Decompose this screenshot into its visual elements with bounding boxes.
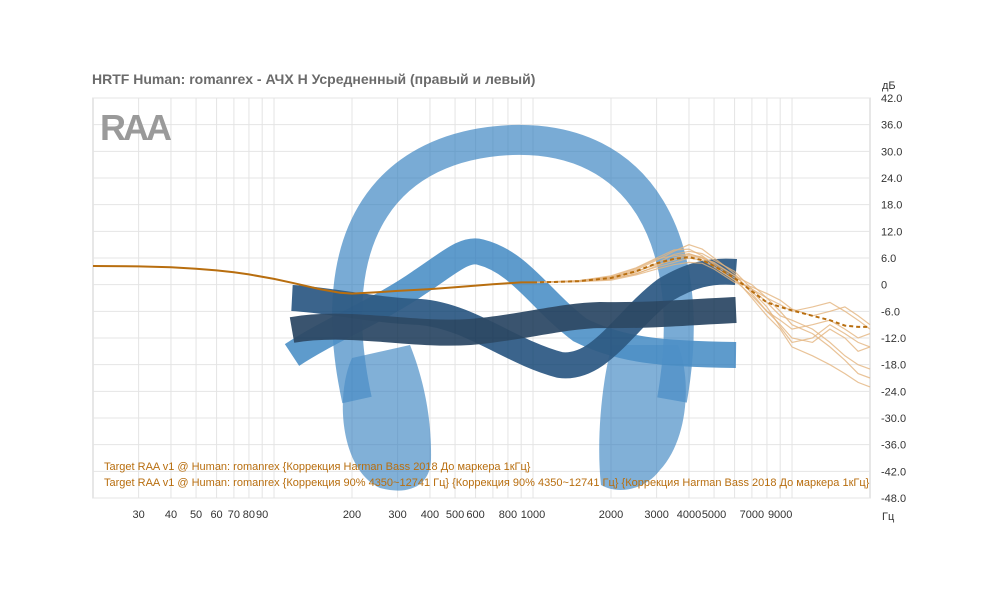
target-corrected-series-line [532, 256, 870, 328]
y-tick-label: -36.0 [881, 440, 906, 452]
x-tick-label: 4000 [677, 509, 701, 521]
x-tick-label: 7000 [740, 509, 764, 521]
x-tick-label: 2000 [599, 509, 623, 521]
x-tick-label: 600 [466, 509, 484, 521]
y-tick-label: 0 [881, 280, 887, 292]
measurement-line [532, 244, 871, 352]
x-tick-label: 5000 [702, 509, 726, 521]
x-tick-label: 70 [228, 509, 240, 521]
raa-logo: RAA [100, 107, 175, 148]
y-tick-label: -6.0 [881, 306, 900, 318]
x-tick-label: 800 [499, 509, 517, 521]
y-tick-label: -42.0 [881, 466, 906, 478]
y-tick-label: 30.0 [881, 146, 902, 158]
measurement-line [532, 248, 871, 388]
y-tick-label: 18.0 [881, 200, 902, 212]
x-tick-label: 80 [243, 509, 255, 521]
y-tick-label: 36.0 [881, 120, 902, 132]
raa-logo-text: RAA [100, 107, 172, 148]
legend-entry-target-corrected: Target RAA v1 @ Human: romanrex {Коррекц… [104, 477, 870, 489]
y-tick-label: 24.0 [881, 173, 902, 185]
target-series-lines [92, 256, 870, 328]
x-tick-label: 200 [343, 509, 361, 521]
x-tick-label: 30 [132, 509, 144, 521]
x-tick-label: 300 [388, 509, 406, 521]
x-tick-label: 500 [446, 509, 464, 521]
x-tick-label: 60 [210, 509, 222, 521]
target-series-line [92, 265, 533, 295]
x-tick-label: 3000 [644, 509, 668, 521]
y-tick-label: -24.0 [881, 386, 906, 398]
measurement-line [532, 261, 871, 326]
measurement-line [532, 250, 871, 370]
x-tick-label: 9000 [768, 509, 792, 521]
x-tick-label: 400 [421, 509, 439, 521]
y-tick-label: 6.0 [881, 253, 896, 265]
y-tick-label: -18.0 [881, 360, 906, 372]
y-axis-ticks: 42.0 36.0 30.0 24.0 18.0 12.0 6.0 0 -6.0 -12.0 -18… [881, 93, 906, 505]
legend: Target RAA v1 @ Human: romanrex {Коррекц… [104, 461, 870, 489]
x-axis-ticks: 30 40 50 60 70 80 90 200 300 400 500 600 800 1000 2000… [132, 509, 792, 521]
measurement-line [532, 253, 871, 379]
y-axis-unit: дБ [882, 80, 896, 92]
y-tick-label: 42.0 [881, 93, 902, 105]
headphones-watermark-icon [284, 124, 737, 491]
x-tick-label: 40 [165, 509, 177, 521]
x-axis-unit: Гц [882, 511, 895, 523]
y-tick-label: -48.0 [881, 493, 906, 505]
y-tick-label: -30.0 [881, 413, 906, 425]
legend-entry-target: Target RAA v1 @ Human: romanrex {Коррекц… [104, 461, 531, 473]
plot-area [92, 97, 871, 499]
y-tick-label: 12.0 [881, 226, 902, 238]
x-tick-label: 1000 [521, 509, 545, 521]
y-tick-label: -12.0 [881, 333, 906, 345]
x-tick-label: 90 [256, 509, 268, 521]
chart-title: HRTF Human: romanrex - АЧХ Н Усредненный… [92, 71, 535, 87]
x-tick-label: 50 [190, 509, 202, 521]
